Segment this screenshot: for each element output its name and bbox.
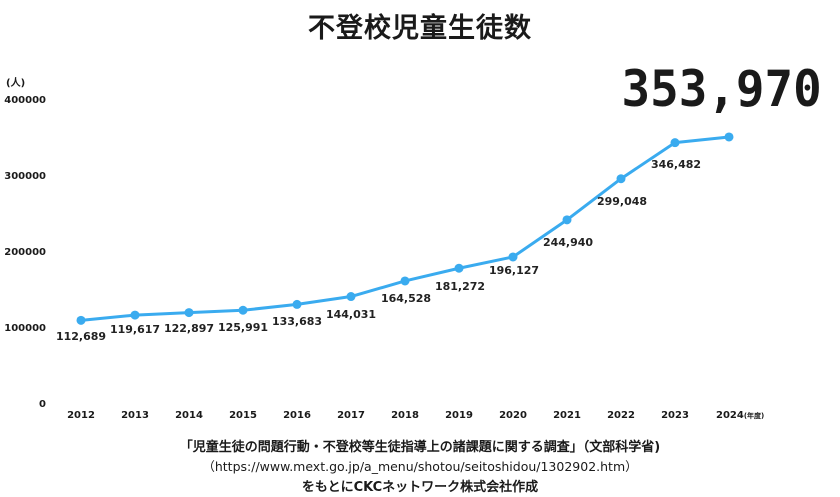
x-tick-label: 2019 — [445, 410, 473, 421]
data-label: 299,048 — [597, 195, 647, 208]
x-axis-unit: (年度) — [743, 412, 765, 420]
data-point — [76, 315, 86, 325]
x-tick-label: 2024(年度) — [716, 410, 765, 421]
data-point — [400, 276, 410, 286]
source-line-2: （https://www.mext.go.jp/a_menu/shotou/se… — [202, 459, 638, 474]
x-tick-label: 2014 — [175, 410, 203, 421]
data-label: 196,127 — [489, 264, 539, 277]
data-point — [508, 252, 518, 262]
data-label: 164,528 — [381, 292, 431, 305]
data-label: 125,991 — [218, 321, 268, 334]
data-label: 122,897 — [164, 322, 214, 335]
x-tick-label: 2015 — [229, 410, 257, 421]
x-tick-label: 2018 — [391, 410, 419, 421]
x-tick-label: 2016 — [283, 410, 311, 421]
data-point — [616, 174, 626, 184]
x-tick-label: 2022 — [607, 410, 635, 421]
y-tick-label: 100000 — [4, 323, 46, 334]
data-point — [454, 263, 464, 273]
chart-title: 不登校児童生徒数 — [308, 13, 532, 44]
y-tick-label: 0 — [39, 399, 46, 410]
data-label: 112,689 — [56, 330, 106, 343]
data-point — [724, 132, 734, 142]
data-point — [670, 138, 680, 148]
data-label: 144,031 — [326, 308, 376, 321]
x-tick-label: 2013 — [121, 410, 149, 421]
x-tick-label: 2012 — [67, 410, 95, 421]
y-tick-label: 200000 — [4, 247, 46, 258]
data-point — [130, 310, 140, 320]
y-axis-unit: (人) — [6, 78, 26, 89]
source-line-1: 「児童生徒の問題行動・不登校等生徒指導上の諸課題に関する調査」（文部科学省) — [179, 440, 661, 455]
x-tick-label: 2023 — [661, 410, 689, 421]
data-label: 181,272 — [435, 280, 485, 293]
source-line-3: をもとにCKCネットワーク株式会社作成 — [301, 480, 539, 495]
data-label: 133,683 — [272, 315, 322, 328]
data-point — [292, 299, 302, 309]
data-label: 346,482 — [651, 158, 701, 171]
y-tick-label: 300000 — [4, 171, 46, 182]
y-tick-label: 400000 — [4, 95, 46, 106]
data-point — [346, 292, 356, 302]
x-tick-label: 2017 — [337, 410, 365, 421]
headline-value: 353,970 — [621, 60, 822, 118]
data-point — [562, 215, 572, 225]
x-tick-label: 2020 — [499, 410, 527, 421]
data-point — [238, 305, 248, 315]
data-label: 244,940 — [543, 236, 593, 249]
data-label: 119,617 — [110, 323, 160, 336]
x-tick-label: 2021 — [553, 410, 581, 421]
data-point — [184, 308, 194, 318]
